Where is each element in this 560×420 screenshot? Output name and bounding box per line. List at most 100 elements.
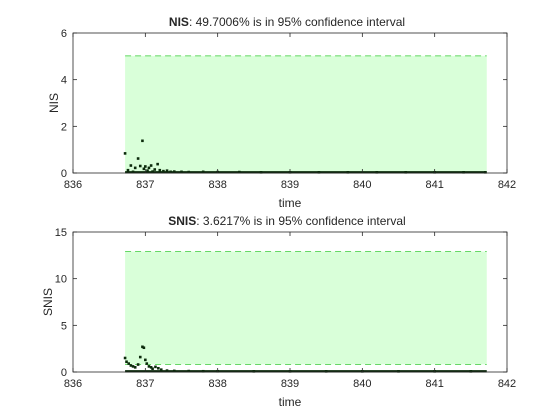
nis-data-point [144,165,147,168]
snis-axes-frame [72,231,508,373]
snis-confidence-band [125,251,487,365]
nis-x-tick-labels: 836 837 838 839 840 841 842 [64,179,516,191]
snis-data-point [136,363,140,366]
nis-data-point [238,170,241,174]
snis-data-point [129,364,133,367]
nis-data-point [165,169,169,172]
snis-data-point [151,367,154,371]
snis-data-point [141,345,144,349]
snis-x-tick-label: 836 [64,378,82,390]
nis-data-point [141,139,144,143]
nis-y-tick-label: 0 [61,168,67,180]
snis-y-tick-label: 10 [55,274,67,286]
snis-data-point [144,358,147,362]
nis-y-tick-label: 2 [61,121,67,133]
snis-data-point [469,370,473,373]
nis-x-tick-label: 837 [136,179,154,191]
nis-x-tick-label: 838 [208,179,226,191]
nis-data-point [142,167,146,171]
nis-y-tick-label: 6 [61,28,67,40]
nis-title-rest: : 49.7006% is in 95% confidence interval [189,15,405,29]
snis-x-label: time [279,395,302,409]
nis-data-point [131,170,135,174]
snis-x-tick-label: 837 [136,378,154,390]
nis-data-point [146,169,149,172]
nis-title: NIS: 49.7006% is in 95% confidence inter… [169,15,405,29]
snis-x-tick-label: 840 [353,378,371,390]
snis-data-point [131,365,135,368]
nis-data-point [123,152,127,155]
nis-data-point [133,166,137,170]
snis-y-tick-label: 0 [61,367,67,379]
nis-data-point [151,170,154,173]
nis-band-area [125,55,487,173]
nis-x-tick-label: 842 [498,179,516,191]
nis-data-point [162,169,165,173]
snis-y-tick-labels: 0 5 10 15 [55,227,67,379]
snis-title-name: SNIS [168,214,196,228]
nis-axes-frame [72,32,508,174]
snis-data-point [159,368,163,371]
snis-title: SNIS: 3.6217% is in 95% confidence inter… [168,214,405,228]
snis-title-rest: : 3.6217% is in 95% confidence interval [196,214,405,228]
nis-data-point [138,164,142,168]
nis-x-tick-label: 839 [281,179,299,191]
nis-data-point [375,171,379,174]
nis-data-point [169,170,172,174]
snis-data-point [125,360,128,364]
nis-x-tick-label: 841 [425,179,443,191]
snis-band-area [125,251,487,365]
snis-y-tick-label: 5 [61,320,67,332]
snis-x-tick-label: 838 [208,378,226,390]
snis-data-point [165,369,169,372]
snis-data-point [324,370,328,373]
nis-data-point [187,170,191,174]
snis-data-point [142,346,146,350]
snis-data-point [145,362,149,365]
nis-data-point [259,171,263,174]
nis-data-point [156,162,159,166]
snis-data-point [252,370,256,373]
snis-data-point [397,370,400,373]
snis-x-tick-label: 841 [425,378,443,390]
nis-data-point [172,170,176,173]
nis-x-tick-label: 840 [353,179,371,191]
snis-data-point [157,366,160,370]
snis-data-point [123,356,127,360]
snis-y-label: SNIS [41,288,55,316]
snis-data-point [187,369,191,373]
snis-data-point [127,362,130,365]
nis-y-tick-labels: 0 2 4 6 [61,28,67,180]
snis-data-point [149,366,153,369]
nis-x-label: time [279,196,302,210]
snis-x-tick-labels: 836 837 838 839 840 841 842 [64,378,516,390]
nis-subplot: NIS: 49.7006% is in 95% confidence inter… [47,15,516,210]
nis-data-point [346,171,350,174]
nis-data-point [201,170,205,174]
snis-y-tick-label: 15 [55,227,67,239]
snis-data-point [138,355,142,359]
snis-data-point [201,369,205,373]
snis-data-point [133,366,137,369]
nis-data-point [149,164,153,167]
nis-confidence-band [125,55,487,174]
nis-data-point [126,168,130,172]
nis-data-point [484,171,487,174]
nis-data-point [404,171,408,174]
nis-x-tick-label: 836 [64,179,82,191]
nis-data-point [462,171,465,174]
snis-x-tick-label: 839 [281,378,299,390]
nis-data-point [180,170,183,174]
snis-data-point [147,365,151,368]
nis-data-point [153,168,157,171]
snis-subplot: SNIS: 3.6217% is in 95% confidence inter… [41,214,516,409]
nis-y-label: NIS [47,93,61,113]
nis-y-tick-label: 4 [61,75,67,87]
snis-data-point [172,369,176,373]
nis-data-point [129,164,133,167]
nis-data-point [317,171,321,174]
nis-title-name: NIS [169,15,189,29]
nis-data-point [136,157,140,160]
nis-data-point [158,168,162,172]
